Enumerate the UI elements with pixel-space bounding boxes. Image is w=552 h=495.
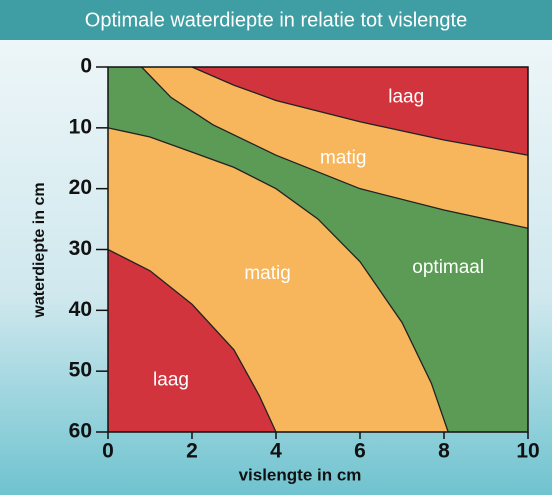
x-tick-label: 6 bbox=[354, 440, 366, 463]
boundary-line bbox=[107, 248, 277, 433]
y-tick-label: 10 bbox=[69, 115, 92, 138]
x-tick-label: 4 bbox=[270, 440, 282, 463]
x-axis-label: vislengte in cm bbox=[239, 465, 362, 484]
region-label: matig bbox=[320, 147, 366, 168]
region-label: laag bbox=[388, 86, 424, 107]
region-label: laag bbox=[153, 369, 189, 390]
boundary-line bbox=[107, 127, 449, 433]
y-tick-label: 40 bbox=[69, 298, 92, 321]
y-tick-label: 30 bbox=[69, 237, 92, 260]
title-bar bbox=[0, 0, 552, 40]
y-axis-label: waterdiepte in cm bbox=[31, 182, 48, 318]
y-tick-label: 0 bbox=[80, 55, 92, 78]
y-tick-label: 50 bbox=[69, 359, 92, 382]
region bbox=[108, 249, 276, 432]
x-tick-label: 2 bbox=[186, 440, 198, 463]
y-tick-label: 60 bbox=[69, 420, 92, 443]
boundary-line bbox=[141, 66, 529, 229]
y-tick-label: 20 bbox=[69, 176, 92, 199]
chart-title: Optimale waterdiepte in relatie tot visl… bbox=[85, 9, 467, 31]
x-tick-label: 10 bbox=[516, 440, 539, 463]
boundary-line bbox=[191, 66, 529, 156]
x-tick-label: 8 bbox=[438, 440, 450, 463]
x-tick-label: 0 bbox=[102, 440, 114, 463]
region-label: matig bbox=[244, 263, 290, 284]
region-label: optimaal bbox=[412, 257, 484, 278]
region bbox=[192, 67, 528, 156]
